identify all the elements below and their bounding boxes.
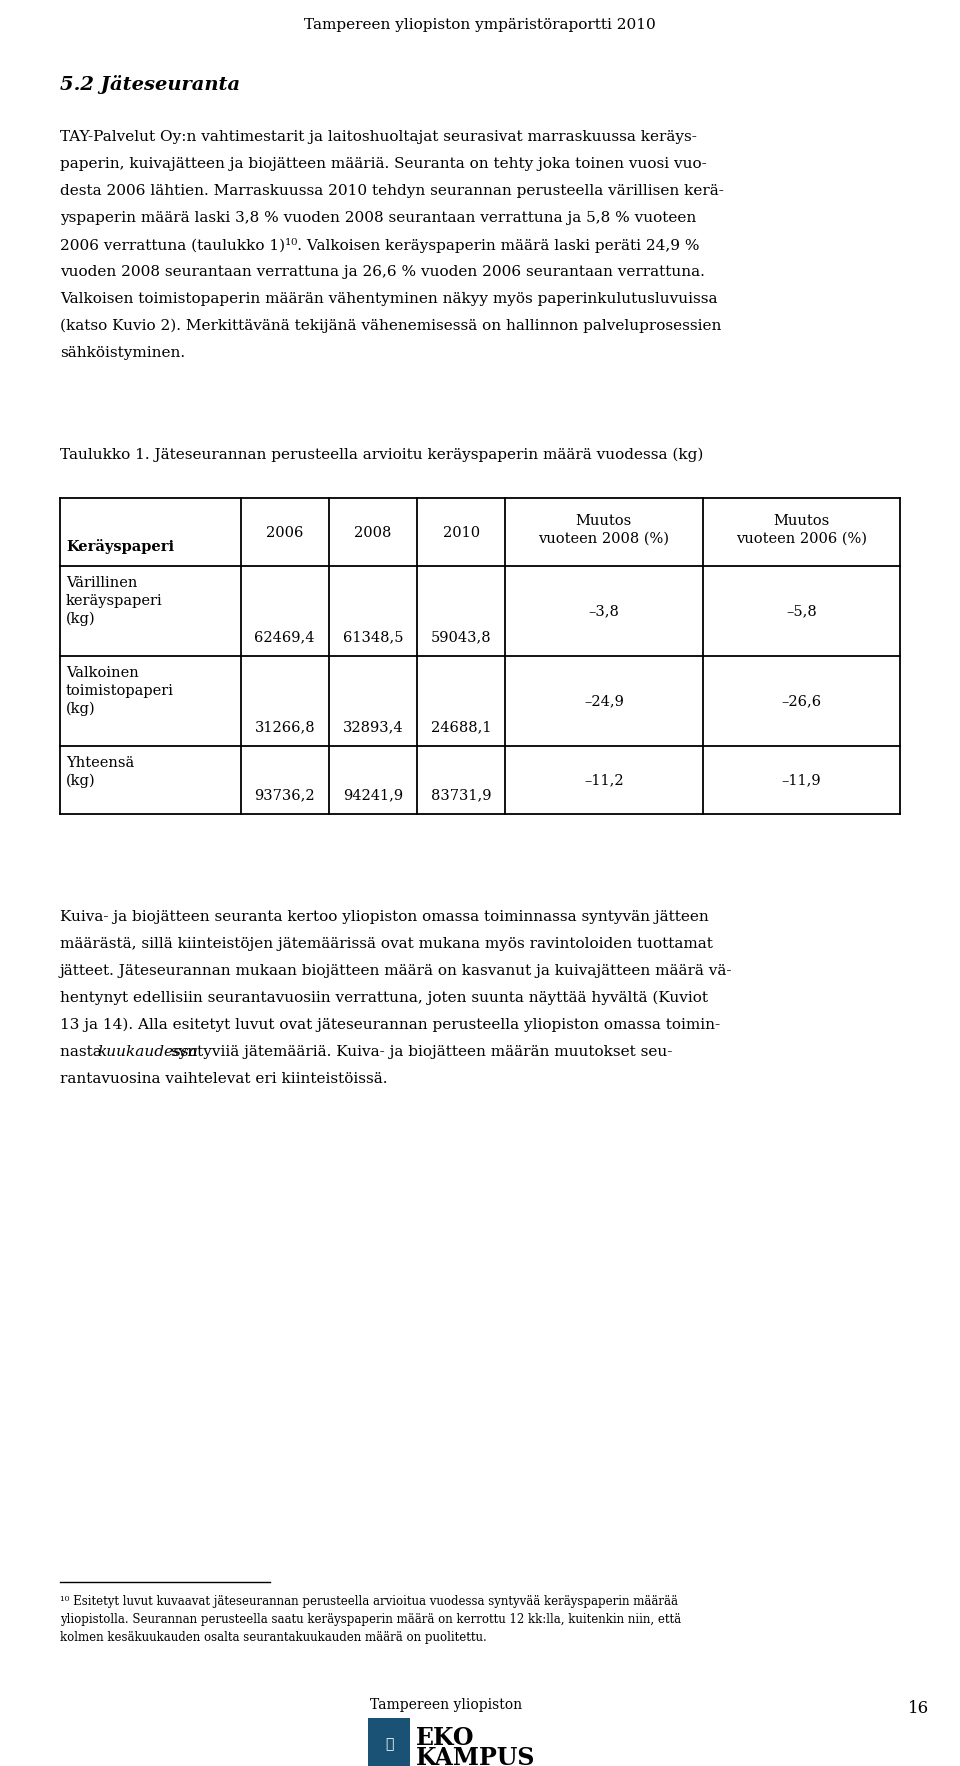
- Text: vuoteen 2008 (%): vuoteen 2008 (%): [539, 532, 669, 546]
- Text: vuoden 2008 seurantaan verrattuna ja 26,6 % vuoden 2006 seurantaan verrattuna.: vuoden 2008 seurantaan verrattuna ja 26,…: [60, 265, 705, 279]
- Text: –26,6: –26,6: [781, 694, 822, 708]
- Text: 32893,4: 32893,4: [343, 721, 403, 735]
- Text: (kg): (kg): [66, 703, 96, 717]
- Text: 16: 16: [908, 1701, 929, 1717]
- Text: yliopistolla. Seurannan perusteella saatu keräyspaperin määrä on kerrottu 12 kk:: yliopistolla. Seurannan perusteella saat…: [60, 1612, 682, 1626]
- Text: Tampereen yliopiston: Tampereen yliopiston: [370, 1697, 522, 1711]
- Text: yspaperin määrä laski 3,8 % vuoden 2008 seurantaan verrattuna ja 5,8 % vuoteen: yspaperin määrä laski 3,8 % vuoden 2008 …: [60, 210, 696, 224]
- Text: (katso Kuvio 2). Merkittävänä tekijänä vähenemisessä on hallinnon palveluprosess: (katso Kuvio 2). Merkittävänä tekijänä v…: [60, 320, 721, 334]
- Text: Taulukko 1. Jäteseurannan perusteella arvioitu keräyspaperin määrä vuodessa (kg): Taulukko 1. Jäteseurannan perusteella ar…: [60, 449, 704, 463]
- Text: Valkoinen: Valkoinen: [66, 666, 139, 680]
- Text: (kg): (kg): [66, 774, 96, 788]
- Text: ¹⁰ Esitetyt luvut kuvaavat jäteseurannan perusteella arvioitua vuodessa syntyvää: ¹⁰ Esitetyt luvut kuvaavat jäteseurannan…: [60, 1595, 678, 1609]
- Text: Keräyspaperi: Keräyspaperi: [66, 539, 174, 555]
- Text: keräyspaperi: keräyspaperi: [66, 593, 163, 608]
- Text: 🌿: 🌿: [385, 1738, 394, 1752]
- Text: –3,8: –3,8: [588, 604, 619, 618]
- Text: hentynyt edellisiin seurantavuosiin verrattuna, joten suunta näyttää hyvältä (Ku: hentynyt edellisiin seurantavuosiin verr…: [60, 991, 708, 1005]
- Text: Tampereen yliopiston ympäristöraportti 2010: Tampereen yliopiston ympäristöraportti 2…: [304, 18, 656, 32]
- Text: Kuiva- ja biojätteen seuranta kertoo yliopiston omassa toiminnassa syntyvän jätt: Kuiva- ja biojätteen seuranta kertoo yli…: [60, 909, 708, 924]
- Text: 5.2 Jäteseuranta: 5.2 Jäteseuranta: [60, 74, 240, 94]
- Text: nasta: nasta: [60, 1045, 107, 1060]
- Text: 93736,2: 93736,2: [254, 788, 315, 802]
- Bar: [368, 1718, 410, 1766]
- Text: jätteet. Jäteseurannan mukaan biojätteen määrä on kasvanut ja kuivajätteen määrä: jätteet. Jäteseurannan mukaan biojätteen…: [60, 964, 732, 978]
- Text: KAMPUS: KAMPUS: [416, 1747, 536, 1766]
- Text: Värillinen: Värillinen: [66, 576, 137, 590]
- Text: määrästä, sillä kiinteistöjen jätemäärissä ovat mukana myös ravintoloiden tuotta: määrästä, sillä kiinteistöjen jätemääris…: [60, 938, 713, 952]
- Text: desta 2006 lähtien. Marraskuussa 2010 tehdyn seurannan perusteella värillisen ke: desta 2006 lähtien. Marraskuussa 2010 te…: [60, 184, 724, 198]
- Text: EKO: EKO: [416, 1725, 474, 1750]
- Text: –5,8: –5,8: [786, 604, 817, 618]
- Text: paperin, kuivajätteen ja biojätteen määriä. Seuranta on tehty joka toinen vuosi : paperin, kuivajätteen ja biojätteen määr…: [60, 157, 707, 171]
- Text: –11,9: –11,9: [781, 774, 821, 788]
- Text: 94241,9: 94241,9: [343, 788, 403, 802]
- Text: vuoteen 2006 (%): vuoteen 2006 (%): [735, 532, 867, 546]
- Text: rantavuosina vaihtelevat eri kiinteistöissä.: rantavuosina vaihtelevat eri kiinteistöi…: [60, 1072, 388, 1086]
- Text: 2010: 2010: [443, 526, 480, 540]
- Text: Muutos: Muutos: [773, 514, 829, 528]
- Text: Yhteensä: Yhteensä: [66, 756, 134, 770]
- Text: 2008: 2008: [354, 526, 392, 540]
- Text: Muutos: Muutos: [576, 514, 632, 528]
- Text: toimistopaperi: toimistopaperi: [66, 683, 174, 698]
- Text: 62469,4: 62469,4: [254, 630, 315, 645]
- Text: 83731,9: 83731,9: [431, 788, 492, 802]
- Text: sähköistyminen.: sähköistyminen.: [60, 346, 185, 360]
- Text: 24688,1: 24688,1: [431, 721, 492, 735]
- Text: 61348,5: 61348,5: [343, 630, 403, 645]
- Text: TAY-Palvelut Oy:n vahtimestarit ja laitoshuoltajat seurasivat marraskuussa keräy: TAY-Palvelut Oy:n vahtimestarit ja laito…: [60, 131, 697, 145]
- Text: 59043,8: 59043,8: [431, 630, 492, 645]
- Text: 13 ja 14). Alla esitetyt luvut ovat jäteseurannan perusteella yliopiston omassa : 13 ja 14). Alla esitetyt luvut ovat jäte…: [60, 1017, 720, 1033]
- Text: 2006 verrattuna (taulukko 1)¹⁰. Valkoisen keräyspaperin määrä laski peräti 24,9 : 2006 verrattuna (taulukko 1)¹⁰. Valkoise…: [60, 238, 700, 253]
- Text: Valkoisen toimistopaperin määrän vähentyminen näkyy myös paperinkulutusluvuissa: Valkoisen toimistopaperin määrän vähenty…: [60, 291, 717, 306]
- Text: –11,2: –11,2: [584, 774, 624, 788]
- Text: 2006: 2006: [266, 526, 303, 540]
- Text: 31266,8: 31266,8: [254, 721, 315, 735]
- Text: kolmen kesäkuukauden osalta seurantakuukauden määrä on puolitettu.: kolmen kesäkuukauden osalta seurantakuuk…: [60, 1632, 487, 1644]
- Text: –24,9: –24,9: [584, 694, 624, 708]
- Text: syntyviiä jätemääriä. Kuiva- ja biojätteen määrän muutokset seu-: syntyviiä jätemääriä. Kuiva- ja biojätte…: [166, 1045, 673, 1060]
- Text: (kg): (kg): [66, 613, 96, 627]
- Text: kuukaudessa: kuukaudessa: [98, 1045, 199, 1060]
